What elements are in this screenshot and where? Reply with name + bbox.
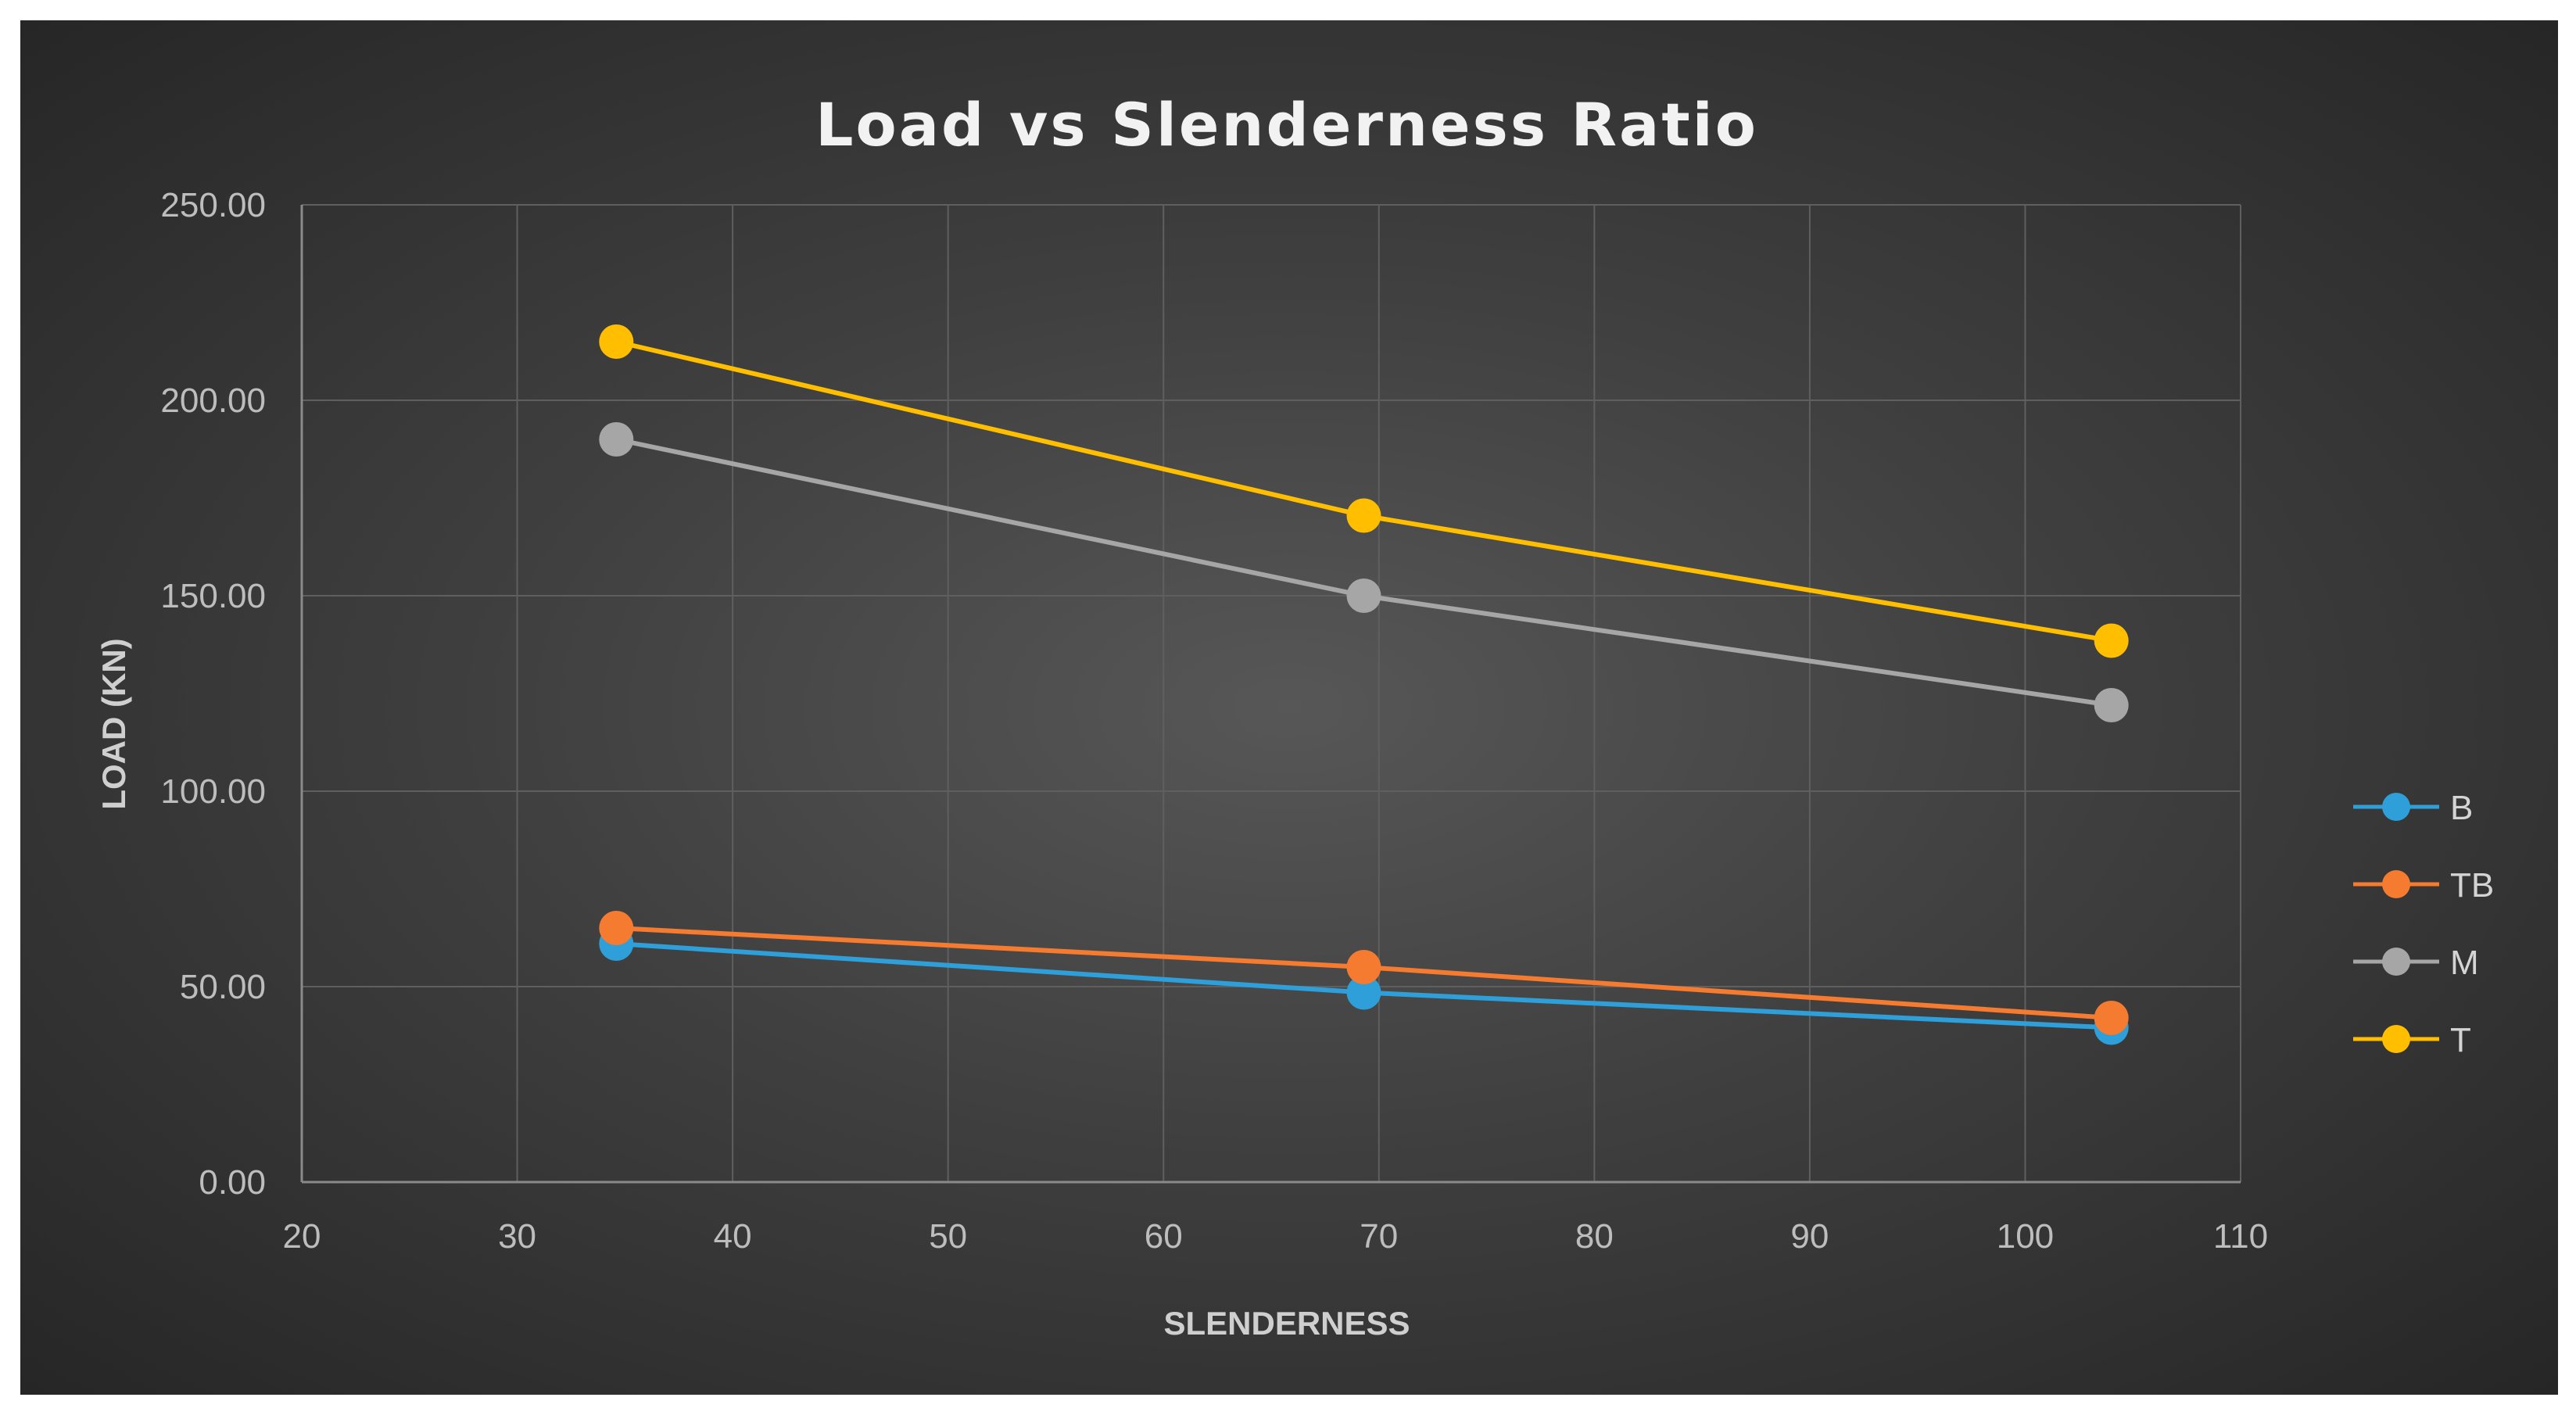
chart-area: Load vs Slenderness Ratio 0.00 50.00 100.0…	[20, 20, 2558, 1395]
data-point-m	[2094, 688, 2129, 722]
data-point-t	[599, 324, 634, 359]
x-tick-label: 110	[2213, 1217, 2268, 1256]
series-line-m	[614, 437, 2114, 708]
data-point-tb	[599, 911, 634, 945]
y-tick-label: 100.00	[160, 772, 266, 811]
legend-marker-tb	[2382, 870, 2410, 898]
data-point-m	[599, 422, 634, 457]
data-point-t	[1346, 498, 1381, 533]
y-tick-label: 250.00	[160, 186, 266, 224]
x-tick-label: 40	[714, 1217, 752, 1256]
x-tick-label: 90	[1790, 1217, 1829, 1256]
legend-marker-b	[2382, 793, 2410, 821]
x-tick-label: 60	[1145, 1217, 1183, 1256]
plot-series	[599, 324, 2129, 1045]
x-tick-label: 80	[1575, 1217, 1614, 1256]
data-point-b	[1346, 975, 1381, 1010]
x-tick-label: 50	[929, 1217, 967, 1256]
legend-label-t: T	[2450, 1021, 2471, 1059]
x-tick-label: 70	[1360, 1217, 1398, 1256]
y-tick-label: 200.00	[160, 382, 266, 420]
x-axis-title: SLENDERNESS	[1163, 1305, 1410, 1342]
x-tick-label: 30	[498, 1217, 536, 1256]
legend-label-b: B	[2450, 789, 2473, 827]
axes: 0.00 50.00 100.00 150.00 200.00 250.00 20 30 40 5…	[160, 186, 2268, 1256]
chart-title: Load vs Slenderness Ratio	[815, 90, 1758, 159]
y-axis-title: LOAD (KN)	[95, 638, 132, 809]
data-point-m	[1346, 579, 1381, 613]
data-point-t	[2094, 623, 2129, 658]
grid	[302, 204, 2241, 1182]
y-tick-label: 50.00	[180, 968, 266, 1006]
legend-marker-t	[2382, 1025, 2410, 1053]
legend-label-m: M	[2450, 944, 2479, 982]
legend-marker-m	[2382, 948, 2410, 976]
x-tick-label: 20	[283, 1217, 321, 1256]
x-tick-label: 100	[1997, 1217, 2054, 1256]
data-point-tb	[2094, 1001, 2129, 1035]
chart-svg: Load vs Slenderness Ratio 0.00 50.00 100.0…	[95, 90, 2494, 1342]
legend-label-tb: TB	[2450, 866, 2494, 905]
legend: B TB M T	[2353, 789, 2494, 1059]
y-tick-label: 0.00	[199, 1163, 266, 1202]
y-tick-label: 150.00	[160, 577, 266, 615]
data-point-tb	[1346, 950, 1381, 984]
